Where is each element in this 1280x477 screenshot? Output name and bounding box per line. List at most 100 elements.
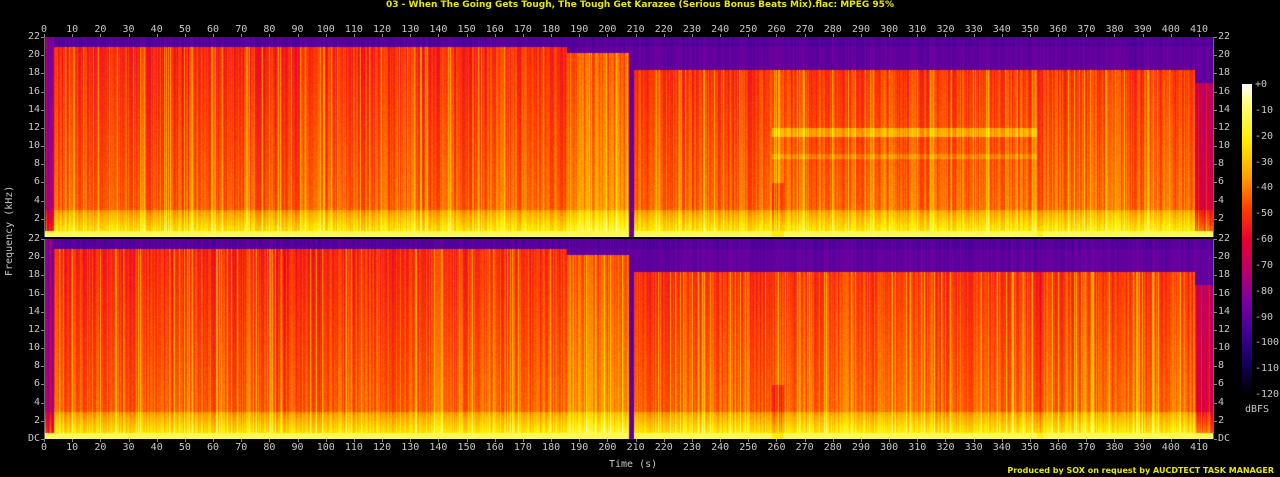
colorbar-tick-label: +0 (1255, 79, 1268, 90)
time-tick-mark (607, 34, 609, 37)
frequency-tick-mark (41, 257, 44, 259)
time-tick-label: 130 (401, 442, 420, 453)
frequency-tick-label: 10 (1218, 140, 1231, 152)
colorbar-tick-label: -70 (1255, 259, 1274, 271)
frequency-tick-label: 12 (1218, 323, 1231, 335)
time-tick-mark (1114, 439, 1116, 442)
frequency-tick-mark (1214, 439, 1217, 440)
x-axis-label: Time (s) (609, 459, 658, 470)
time-tick-label: 400 (1161, 442, 1180, 453)
time-tick-label: 160 (485, 24, 504, 35)
time-tick-label: 330 (964, 24, 983, 35)
frequency-tick-label: 22 (1218, 233, 1231, 244)
time-tick-mark (494, 34, 496, 37)
time-tick-label: 10 (66, 442, 79, 453)
frequency-tick-mark (1214, 311, 1217, 313)
time-tick-label: 350 (1020, 24, 1039, 35)
time-tick-mark (889, 34, 891, 37)
frequency-tick-label: 16 (28, 287, 41, 299)
time-tick-mark (353, 439, 355, 442)
time-tick-mark (776, 34, 778, 37)
time-tick-label: 120 (373, 24, 392, 35)
frequency-tick-label: 8 (1218, 360, 1225, 372)
frequency-tick-mark (1214, 402, 1217, 404)
frequency-tick-mark (1214, 164, 1217, 166)
frequency-tick-label: 18 (28, 269, 41, 281)
time-tick-mark (945, 439, 947, 442)
time-tick-label: 310 (908, 24, 927, 35)
colorbar-tick-label: -40 (1255, 182, 1274, 194)
frequency-tick-mark (1214, 146, 1217, 148)
time-tick-mark (325, 34, 327, 37)
frequency-tick-label: 16 (1218, 85, 1231, 97)
time-tick-label: 220 (654, 24, 673, 35)
time-tick-mark (466, 34, 468, 37)
frequency-tick-label: 10 (28, 140, 41, 152)
colorbar-tick-label: -120 (1255, 389, 1280, 400)
frequency-tick-mark (41, 439, 44, 440)
frequency-tick-mark (41, 366, 44, 368)
frequency-tick-mark (1214, 275, 1217, 277)
time-tick-mark (156, 34, 158, 37)
frequency-tick-label: 2 (34, 414, 41, 426)
time-tick-label: 190 (570, 442, 589, 453)
time-tick-mark (663, 439, 665, 442)
time-tick-mark (1086, 34, 1088, 37)
time-tick-mark (776, 439, 778, 442)
time-tick-mark (635, 34, 637, 37)
frequency-tick-mark (41, 348, 44, 350)
frequency-tick-label: 14 (1218, 305, 1231, 317)
frequency-tick-label: 8 (34, 360, 41, 372)
frequency-tick-mark (41, 37, 44, 38)
time-tick-mark (889, 439, 891, 442)
time-tick-mark (1170, 439, 1172, 442)
frequency-tick-label: 22 (28, 233, 41, 244)
frequency-tick-mark (41, 239, 44, 240)
frequency-tick-mark (41, 420, 44, 422)
time-tick-mark (1114, 34, 1116, 37)
frequency-tick-label: 2 (34, 212, 41, 224)
time-tick-mark (522, 34, 524, 37)
time-tick-label: 400 (1161, 24, 1180, 35)
y-axis-label: Frequency (kHz) (4, 185, 15, 276)
time-tick-label: 170 (513, 442, 532, 453)
time-tick-mark (860, 439, 862, 442)
time-tick-mark (44, 439, 45, 442)
colorbar-label: dBFS (1245, 404, 1270, 415)
frequency-tick-mark (41, 218, 44, 220)
time-tick-label: 50 (178, 24, 191, 35)
time-tick-mark (607, 439, 609, 442)
time-tick-label: 250 (739, 24, 758, 35)
time-tick-label: 300 (880, 442, 899, 453)
time-tick-label: 300 (880, 24, 899, 35)
time-tick-label: 100 (316, 24, 335, 35)
time-tick-mark (1001, 34, 1003, 37)
time-tick-label: 90 (291, 442, 304, 453)
time-tick-mark (44, 34, 45, 37)
frequency-tick-mark (41, 91, 44, 93)
frequency-tick-label: 14 (1218, 103, 1231, 115)
time-tick-label: 370 (1077, 24, 1096, 35)
time-tick-label: 210 (626, 442, 645, 453)
time-tick-label: 80 (263, 442, 276, 453)
time-tick-mark (860, 34, 862, 37)
time-tick-mark (1029, 34, 1031, 37)
time-tick-label: 240 (711, 442, 730, 453)
time-tick-mark (917, 34, 919, 37)
frequency-tick-label: 10 (1218, 342, 1231, 354)
time-tick-label: 260 (767, 442, 786, 453)
frequency-tick-mark (1214, 348, 1217, 350)
time-tick-label: 210 (626, 24, 645, 35)
frequency-tick-label: 12 (28, 323, 41, 335)
time-tick-mark (720, 34, 722, 37)
frequency-tick-label: 20 (28, 251, 41, 263)
colorbar-tick-label: -50 (1255, 208, 1274, 220)
frequency-tick-label: 18 (1218, 67, 1231, 79)
time-tick-mark (241, 34, 243, 37)
time-tick-label: 150 (457, 442, 476, 453)
time-tick-label: 40 (150, 442, 163, 453)
time-tick-mark (410, 34, 412, 37)
time-tick-label: 20 (94, 442, 107, 453)
time-tick-label: 110 (344, 442, 363, 453)
frequency-tick-label: 2 (1218, 414, 1225, 426)
